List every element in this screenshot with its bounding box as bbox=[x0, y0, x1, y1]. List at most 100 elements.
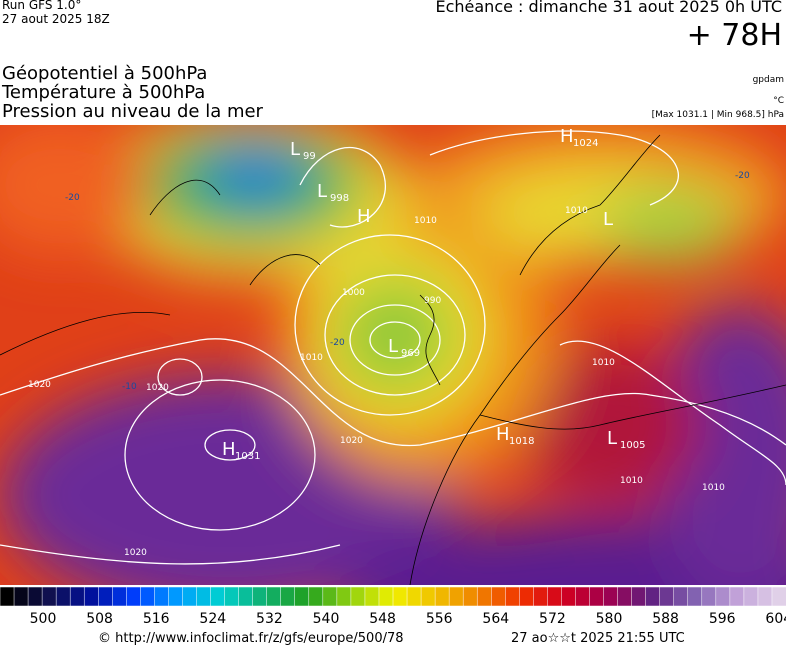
scale-label: 524 bbox=[199, 611, 226, 627]
isobar-label: 990 bbox=[424, 296, 441, 306]
color-swatch bbox=[547, 586, 563, 607]
color-swatch bbox=[168, 586, 184, 607]
color-swatch bbox=[126, 586, 142, 607]
color-scale: 500 508 516 524 532 540 548 556 564 572 580 588 596 6… bbox=[0, 586, 786, 627]
color-swatch bbox=[378, 586, 394, 607]
scale-label: 596 bbox=[709, 611, 736, 627]
isobar-label: 1010 bbox=[414, 216, 437, 226]
color-swatch bbox=[729, 586, 745, 607]
pressure-center-letter: L bbox=[317, 181, 327, 202]
color-swatch bbox=[533, 586, 549, 607]
color-swatch bbox=[420, 586, 436, 607]
valid-time: Echéance : dimanche 31 aout 2025 0h UTC bbox=[435, 0, 782, 16]
color-swatch bbox=[266, 586, 282, 607]
scale-label: 588 bbox=[652, 611, 679, 627]
color-swatch bbox=[519, 586, 535, 607]
scale-label: 548 bbox=[369, 611, 396, 627]
color-swatch bbox=[561, 586, 577, 607]
temperature-label: -20 bbox=[735, 171, 750, 181]
color-swatch bbox=[589, 586, 605, 607]
isobar-label: 1000 bbox=[342, 288, 365, 298]
color-swatch bbox=[673, 586, 689, 607]
pressure-center-letter: H bbox=[560, 126, 574, 147]
field-label: Géopotentiel à 500hPa bbox=[2, 63, 208, 84]
scale-label: 540 bbox=[313, 611, 340, 627]
color-swatch bbox=[757, 586, 773, 607]
pressure-center-letter: L bbox=[607, 428, 617, 449]
color-swatch bbox=[392, 586, 408, 607]
color-swatch bbox=[224, 586, 240, 607]
color-swatch bbox=[238, 586, 254, 607]
color-swatch bbox=[645, 586, 661, 607]
pressure-center-value: 969 bbox=[401, 348, 420, 359]
color-swatch bbox=[476, 586, 493, 607]
pressure-center-letter: L bbox=[388, 336, 398, 357]
color-swatch bbox=[603, 586, 619, 607]
scale-label: 500 bbox=[30, 611, 57, 627]
color-swatch bbox=[575, 586, 591, 607]
color-swatch bbox=[434, 586, 450, 607]
color-swatch bbox=[83, 586, 100, 607]
unit-label: [Max 1031.1 | Min 968.5] hPa bbox=[651, 110, 784, 120]
run-label: Run GFS 1.0° bbox=[2, 0, 82, 12]
pressure-center-value: 1018 bbox=[509, 436, 534, 447]
isobar-label: 1010 bbox=[565, 206, 588, 216]
generated-time: 27 ao☆☆t 2025 21:55 UTC bbox=[511, 631, 685, 646]
scale-label: 508 bbox=[86, 611, 113, 627]
scale-label: 556 bbox=[426, 611, 453, 627]
pressure-center-value: 1024 bbox=[573, 138, 598, 149]
field-label: Pression au niveau de la mer bbox=[2, 101, 263, 122]
pressure-center-value: 99 bbox=[303, 151, 316, 162]
isobar-label: 1010 bbox=[300, 353, 323, 363]
color-swatch bbox=[55, 586, 71, 607]
color-swatch bbox=[617, 586, 633, 607]
scale-label: 572 bbox=[539, 611, 566, 627]
lead-time: + 78H bbox=[686, 18, 782, 53]
color-swatch bbox=[462, 586, 478, 607]
isobar-label: 1020 bbox=[146, 383, 169, 393]
isobar-label: 1020 bbox=[340, 436, 363, 446]
color-swatch bbox=[715, 586, 731, 607]
scale-label: 564 bbox=[482, 611, 509, 627]
pressure-center-value: 1031 bbox=[235, 451, 260, 462]
color-swatch bbox=[687, 586, 703, 607]
color-swatch bbox=[140, 586, 156, 607]
color-swatch bbox=[196, 586, 212, 607]
color-swatch bbox=[294, 586, 310, 607]
color-swatch bbox=[0, 586, 15, 607]
color-swatch bbox=[280, 586, 296, 607]
source-link: © http://www.infoclimat.fr/z/gfs/europe/… bbox=[98, 631, 404, 646]
scale-label: 532 bbox=[256, 611, 283, 627]
unit-label: °C bbox=[773, 96, 784, 106]
run-date: 27 aout 2025 18Z bbox=[2, 12, 110, 26]
color-swatch bbox=[743, 586, 759, 607]
color-swatch bbox=[13, 586, 29, 607]
isobar-label: 1020 bbox=[28, 380, 51, 390]
color-swatch bbox=[701, 586, 717, 607]
color-swatch bbox=[98, 586, 114, 607]
temperature-label: -10 bbox=[122, 382, 137, 392]
color-swatch bbox=[659, 586, 675, 607]
isobar-label: 1020 bbox=[124, 548, 147, 558]
pressure-center-value: 1005 bbox=[620, 440, 645, 451]
pressure-center-letter: H bbox=[496, 424, 510, 445]
color-swatch bbox=[505, 586, 521, 607]
color-swatch bbox=[112, 586, 128, 607]
color-swatch bbox=[771, 586, 786, 607]
pressure-center-letter: H bbox=[222, 439, 236, 460]
pressure-center-value: 998 bbox=[330, 193, 349, 204]
color-swatch bbox=[336, 586, 352, 607]
color-swatch bbox=[69, 586, 85, 607]
isobar-label: 1010 bbox=[702, 483, 725, 493]
temperature-label: -20 bbox=[330, 338, 345, 348]
color-swatch bbox=[491, 586, 507, 607]
pressure-center-letter: L bbox=[603, 209, 613, 230]
scale-label: 516 bbox=[143, 611, 170, 627]
color-swatch bbox=[322, 586, 338, 607]
color-swatch bbox=[252, 586, 268, 607]
color-swatch bbox=[448, 586, 464, 607]
color-swatch bbox=[182, 586, 198, 607]
color-swatch bbox=[406, 586, 422, 607]
